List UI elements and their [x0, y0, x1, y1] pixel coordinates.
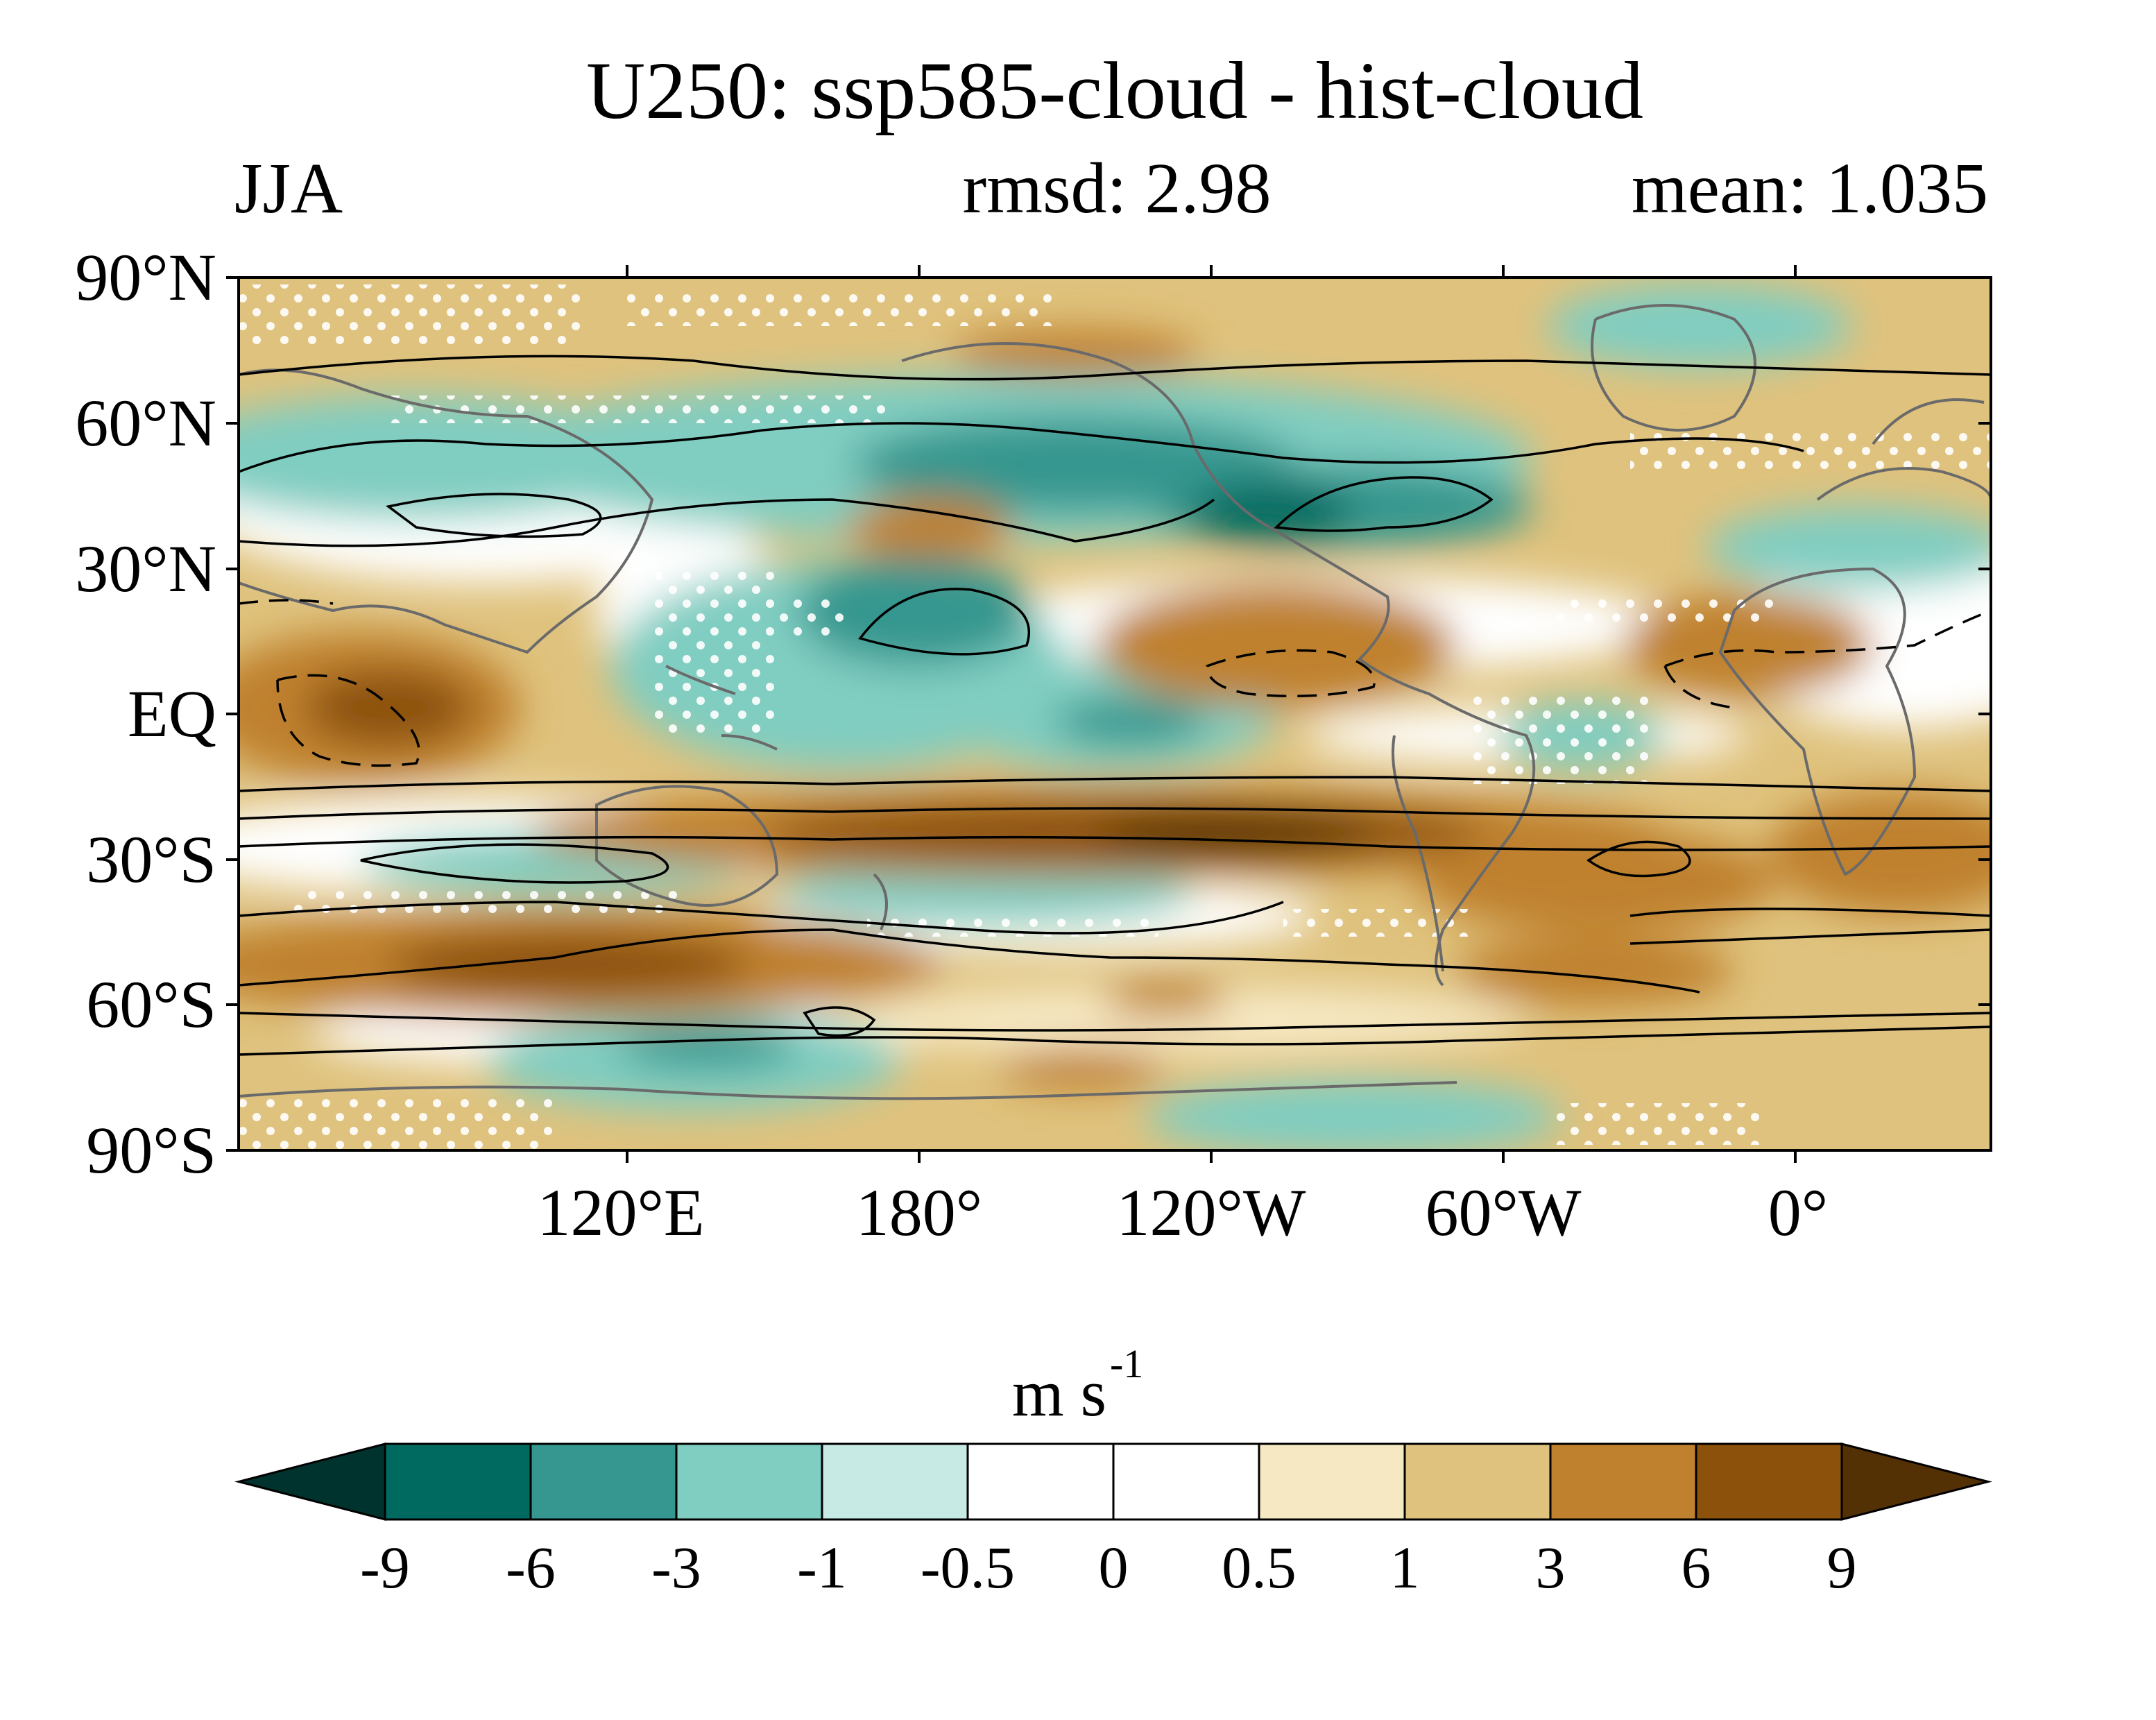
colorbar-box [529, 1442, 678, 1521]
colorbar-tick-label: 1 [1390, 1534, 1420, 1601]
colorbar-box [1403, 1442, 1552, 1521]
colorbar-box [384, 1442, 532, 1521]
colorbar-tick-label: 3 [1536, 1534, 1566, 1601]
colorbar-tick-label: -6 [506, 1534, 556, 1601]
lat-label-90n: 90°N [75, 240, 216, 314]
colorbar-box [1695, 1442, 1843, 1521]
colorbar-box [675, 1442, 823, 1521]
colorbar-tick-label: 9 [1827, 1534, 1857, 1601]
colorbar-tick-label: -1 [797, 1534, 847, 1601]
colorbar-tick-label: 0.5 [1222, 1534, 1297, 1601]
figure-title: U250: ssp585-cloud - hist-cloud [586, 45, 1643, 136]
colorbar-tick-label: -3 [651, 1534, 701, 1601]
lat-label-90s: 90°S [86, 1113, 216, 1187]
lon-label-60w: 60°W [1426, 1175, 1582, 1250]
colorbar-units: m s [1012, 1356, 1106, 1430]
lon-label-180: 180° [856, 1175, 982, 1250]
lat-label-60s: 60°S [86, 967, 216, 1041]
colorbar-tick-label: 6 [1682, 1534, 1711, 1601]
lat-label-30n: 30°N [75, 531, 216, 606]
significance-stippling [239, 284, 1991, 1150]
colorbar-box [966, 1442, 1115, 1521]
colorbar-box [1258, 1442, 1406, 1521]
colorbar-box [1549, 1442, 1697, 1521]
latitude-axis [226, 276, 1991, 1152]
colorbar-under-triangle [234, 1442, 386, 1521]
colorbar-over-triangle [1840, 1442, 1992, 1521]
colorbar-tick-label: -0.5 [921, 1534, 1015, 1601]
lon-label-120w: 120°W [1117, 1175, 1306, 1250]
lat-label-60n: 60°N [75, 386, 216, 460]
lat-label-eq: EQ [128, 676, 216, 751]
negative-contours [239, 599, 1991, 767]
lon-label-0: 0° [1768, 1175, 1828, 1250]
lat-label-30s: 30°S [86, 822, 216, 896]
coastlines [239, 304, 1991, 1100]
colorbar-box [821, 1442, 969, 1521]
rmsd-label: rmsd: 2.98 [963, 148, 1272, 228]
colorbar-tick-label: -9 [360, 1534, 410, 1601]
units-base: m s [1012, 1356, 1106, 1430]
season-label: JJA [234, 148, 343, 228]
colorbar-tick-label: 0 [1099, 1534, 1129, 1601]
units-exponent: -1 [1110, 1341, 1143, 1386]
climatology-contours [239, 355, 1991, 1056]
mean-label: mean: 1.035 [1632, 148, 1988, 228]
longitude-axis [626, 265, 1797, 1163]
colorbar: -9 -6 -3 -1 -0.5 0 0.5 1 3 6 9 [234, 1442, 1992, 1601]
lon-label-120e: 120°E [537, 1175, 704, 1250]
map-panel [239, 278, 1991, 1150]
colorbar-box [1112, 1442, 1260, 1521]
